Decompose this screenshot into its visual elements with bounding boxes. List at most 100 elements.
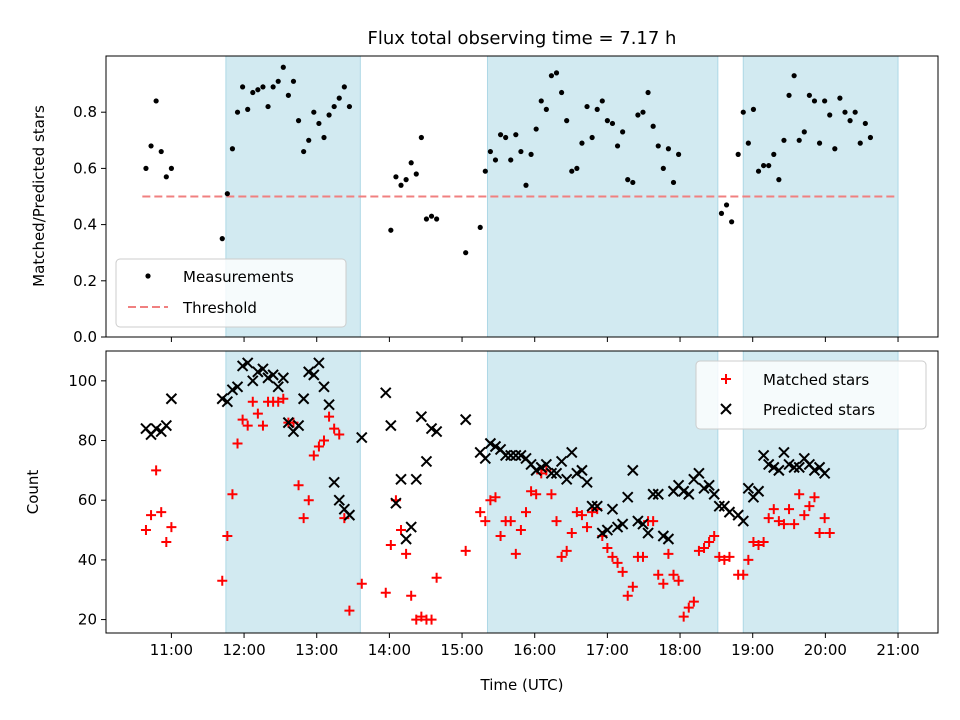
matched-star-point — [242, 420, 253, 431]
measurement-point — [413, 171, 419, 177]
y-tick-label: 20 — [78, 611, 97, 629]
matched-star-point — [714, 551, 725, 562]
matched-star-point — [546, 489, 557, 500]
measurement-point — [428, 213, 435, 219]
predicted-star-point — [581, 476, 593, 489]
legend-label-matched: Matched stars — [763, 371, 869, 389]
predicted-star-point — [356, 431, 368, 444]
x-tick-label: 19:00 — [731, 641, 774, 659]
measurement-point — [224, 191, 230, 197]
legend-predicted-marker — [720, 403, 732, 415]
predicted-star-point — [400, 533, 412, 545]
matched-star-point — [709, 531, 720, 542]
measurement-point — [518, 148, 524, 155]
predicted-star-point — [737, 515, 749, 527]
measurement-point — [543, 106, 549, 112]
predicted-star-point — [601, 524, 614, 536]
measurement-point — [862, 120, 868, 127]
predicted-star-point — [390, 497, 402, 509]
matched-star-point — [673, 575, 684, 586]
predicted-star-point — [778, 446, 790, 459]
matched-star-point — [576, 510, 587, 521]
matched-star-point — [505, 516, 516, 527]
measurement-point — [346, 103, 353, 110]
matched-star-point — [495, 531, 506, 542]
measurement-point — [614, 143, 621, 149]
shared-text-layer: Flux total observing time = 7.17 h Time … — [24, 28, 676, 694]
matched-star-point — [648, 516, 659, 527]
matched-star-point — [566, 528, 577, 539]
predicted-star-point — [652, 488, 664, 500]
measurement-point — [158, 148, 164, 155]
matched-star-point — [809, 492, 820, 503]
measurement-point — [295, 118, 302, 124]
measurement-point — [393, 174, 399, 180]
predicted-star-point — [430, 425, 443, 438]
measurement-point — [331, 103, 337, 110]
measurement-point — [847, 118, 853, 124]
predicted-star-point — [647, 488, 659, 500]
predicted-star-point — [247, 375, 259, 387]
x-tick-label: 14:00 — [368, 641, 411, 659]
x-tick-label: 20:00 — [804, 641, 847, 659]
y-tick-label: 0.0 — [73, 328, 97, 346]
predicted-star-point — [385, 419, 397, 432]
predicted-star-point — [723, 506, 736, 518]
matched-star-point — [678, 611, 689, 622]
matched-star-point — [551, 516, 562, 527]
matched-star-point — [257, 420, 268, 431]
predicted-star-point — [752, 485, 765, 497]
observing-interval-band — [486, 350, 719, 634]
matched-star-point — [768, 504, 779, 515]
measurement-point — [796, 137, 802, 143]
measurement-point — [650, 123, 656, 129]
matched-star-point — [688, 596, 699, 607]
measurement-point — [675, 151, 682, 157]
matched-star-point — [227, 489, 238, 500]
measurement-point — [255, 87, 261, 93]
predicted-star-point — [642, 527, 654, 539]
predicted-star-point — [308, 369, 320, 381]
predicted-star-point — [683, 488, 695, 500]
predicted-star-point — [313, 357, 325, 369]
measurement-point — [219, 236, 225, 242]
measurement-point — [497, 132, 504, 138]
matched-star-point — [222, 531, 233, 542]
matched-star-point — [303, 495, 314, 506]
measurement-point — [280, 64, 286, 70]
matched-star-point — [804, 501, 815, 512]
measurement-point — [250, 89, 256, 96]
matched-star-point — [460, 545, 471, 556]
matched-star-point — [406, 590, 417, 601]
measurement-point — [625, 177, 631, 183]
matched-star-point — [166, 522, 177, 533]
predicted-star-point — [586, 500, 598, 512]
matched-star-point — [758, 536, 769, 547]
predicted-star-point — [540, 458, 553, 471]
predicted-star-point — [793, 461, 805, 474]
matched-star-point — [490, 492, 501, 503]
measurement-point — [260, 84, 266, 90]
predicted-star-point — [499, 449, 512, 462]
predicted-star-point — [555, 455, 568, 468]
predicted-star-point — [459, 413, 472, 426]
measurement-point — [589, 134, 595, 141]
measurement-point — [852, 109, 858, 115]
measurement-point — [341, 84, 347, 90]
matched-star-point — [308, 450, 319, 461]
matched-star-point — [313, 441, 324, 452]
measurement-point — [816, 140, 823, 146]
matched-star-point — [151, 465, 162, 476]
matched-star-point — [380, 587, 391, 598]
measurement-point — [609, 120, 616, 127]
chart-title: Flux total observing time = 7.17 h — [368, 28, 677, 49]
predicted-star-point — [410, 473, 422, 486]
measurement-point — [548, 73, 555, 79]
predicted-star-point — [566, 446, 578, 459]
predicted-star-point — [165, 393, 178, 405]
legend-label-predicted: Predicted stars — [763, 401, 875, 419]
measurement-point — [523, 182, 529, 188]
matched-star-point — [789, 519, 800, 530]
measurement-point — [842, 109, 848, 115]
matched-star-point — [520, 507, 531, 518]
